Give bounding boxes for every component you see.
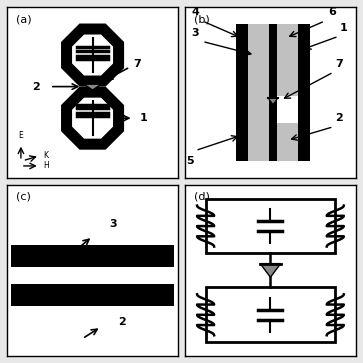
Text: 6: 6 — [328, 8, 336, 17]
Bar — [298, 24, 310, 161]
Bar — [236, 24, 248, 161]
Polygon shape — [61, 24, 124, 86]
Text: 1: 1 — [140, 113, 148, 123]
Polygon shape — [72, 34, 113, 76]
Text: 3: 3 — [109, 219, 117, 229]
Polygon shape — [260, 264, 281, 277]
Text: (a): (a) — [16, 14, 32, 24]
Text: 3: 3 — [192, 28, 199, 38]
Text: 2: 2 — [118, 317, 126, 327]
Bar — [277, 123, 298, 161]
Bar — [87, 83, 98, 90]
Polygon shape — [72, 98, 113, 139]
Bar — [11, 245, 175, 267]
Text: 2: 2 — [32, 82, 40, 91]
Text: E: E — [19, 131, 23, 140]
Text: 1: 1 — [340, 23, 348, 33]
Bar — [269, 24, 277, 161]
Bar — [11, 284, 175, 306]
Text: 4: 4 — [191, 8, 199, 17]
Bar — [205, 199, 335, 253]
Polygon shape — [82, 83, 103, 90]
Text: 7: 7 — [133, 58, 141, 69]
Text: (c): (c) — [16, 192, 30, 202]
Text: (b): (b) — [194, 14, 209, 24]
Text: (d): (d) — [194, 192, 209, 202]
Text: H: H — [43, 162, 49, 170]
Bar — [277, 24, 298, 96]
Polygon shape — [268, 98, 278, 105]
Text: 2: 2 — [335, 113, 343, 123]
Text: 5: 5 — [187, 156, 194, 166]
Polygon shape — [61, 87, 124, 150]
Bar — [205, 287, 335, 342]
Bar — [248, 24, 269, 161]
Text: 7: 7 — [335, 59, 343, 69]
Text: K: K — [43, 151, 48, 160]
